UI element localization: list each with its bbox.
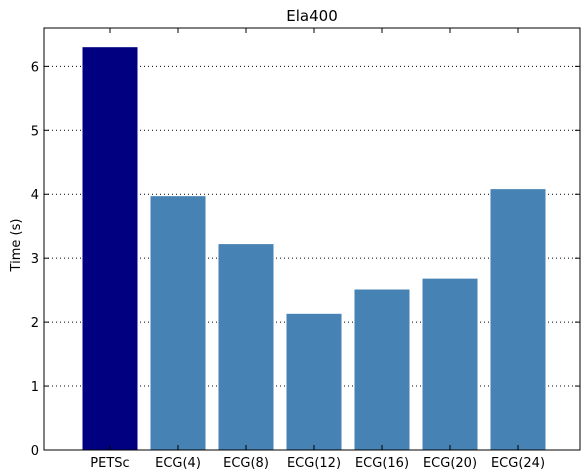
y-tick-label: 3	[31, 252, 39, 267]
bar	[218, 244, 274, 450]
x-axis-ticks: PETSc ECG(4) ECG(8) ECG(12) ECG(16) ECG(20) EC…	[90, 28, 545, 470]
x-tick-label: ECG(20)	[423, 456, 477, 470]
x-tick-label: PETSc	[90, 456, 129, 470]
bar	[490, 189, 546, 451]
x-tick-label: ECG(24)	[491, 456, 545, 470]
bar	[354, 289, 410, 450]
chart-title: Ela400	[286, 7, 337, 25]
x-tick-label: ECG(12)	[287, 456, 341, 470]
x-tick-label: ECG(8)	[223, 456, 269, 470]
bars	[82, 47, 546, 451]
y-tick-label: 5	[31, 124, 39, 139]
x-tick-label: ECG(4)	[155, 456, 201, 470]
y-axis-label: Time (s)	[9, 219, 24, 273]
bar	[150, 196, 206, 450]
bar	[286, 313, 342, 450]
y-tick-label: 0	[31, 444, 39, 459]
bar	[422, 278, 478, 450]
y-tick-label: 6	[31, 60, 39, 75]
y-axis-ticks: 0 1 2 3 4 5 6	[31, 60, 580, 459]
x-tick-label: ECG(16)	[355, 456, 409, 470]
y-tick-label: 4	[31, 188, 39, 203]
y-tick-label: 2	[31, 316, 39, 331]
plot-frame	[43, 27, 581, 451]
y-tick-label: 1	[31, 380, 39, 395]
bar	[82, 47, 138, 450]
